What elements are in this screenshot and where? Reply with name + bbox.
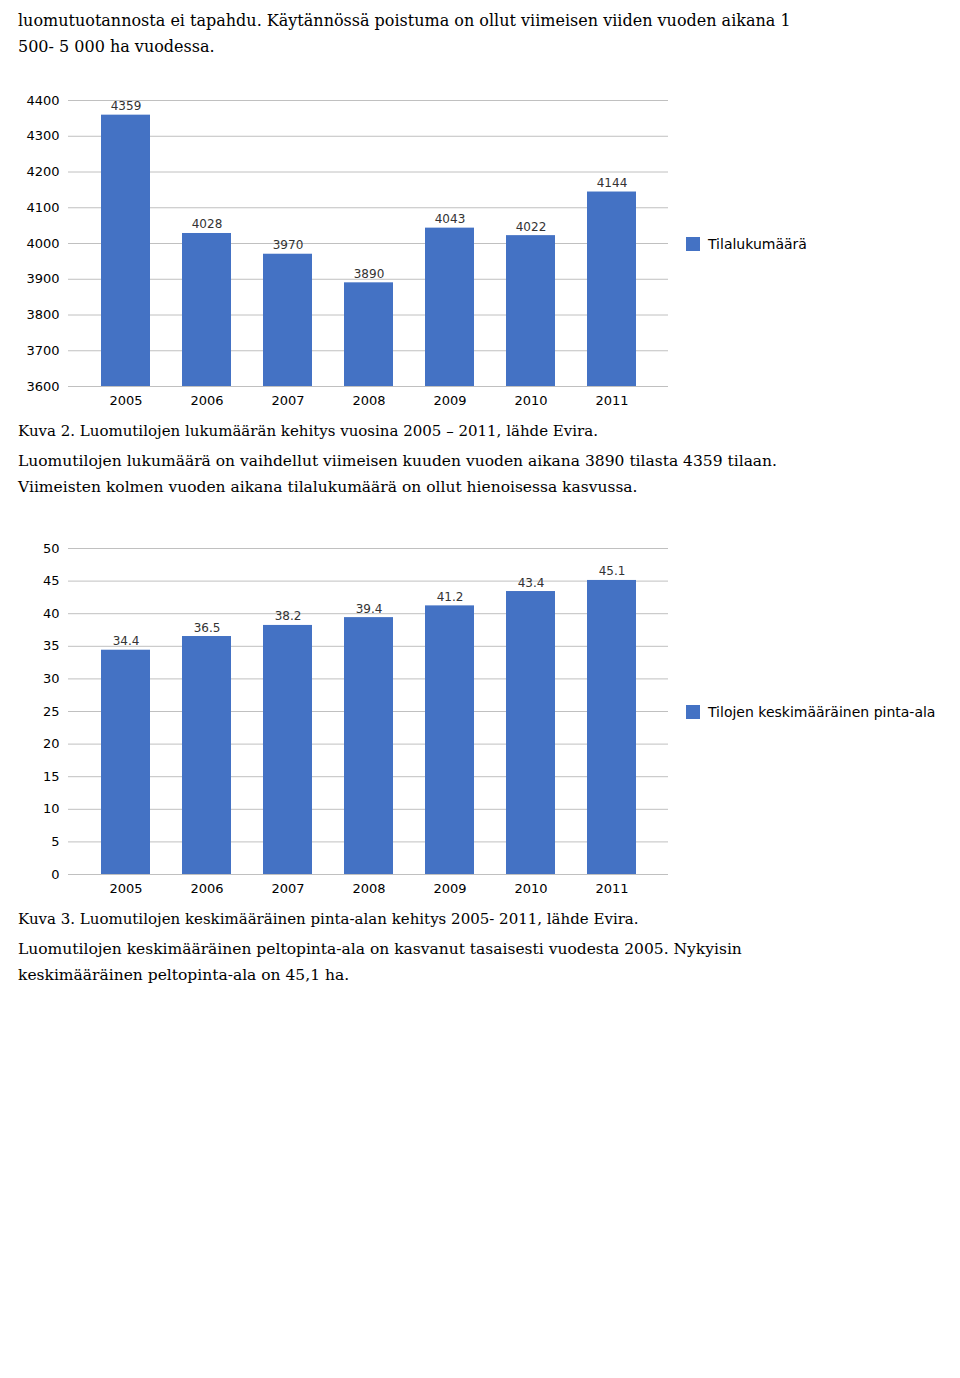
svg-text:41.2: 41.2 — [437, 590, 464, 604]
svg-text:0: 0 — [51, 867, 59, 882]
svg-text:45.1: 45.1 — [599, 564, 626, 578]
svg-text:50: 50 — [43, 541, 60, 556]
html-text:Luomutilojen keskimääräinen pe: Luomutilojen keskimääräinen peltopinta-a… — [18, 940, 742, 958]
svg-text:20: 20 — [43, 736, 60, 751]
svg-text:43.4: 43.4 — [518, 576, 545, 590]
svg-text:4100: 4100 — [26, 200, 59, 215]
svg-text:2010: 2010 — [514, 393, 547, 408]
html-text:Viimeisten kolmen vuoden aikan: Viimeisten kolmen vuoden aikana tilaluku… — [18, 478, 638, 496]
svg-text:40: 40 — [43, 606, 60, 621]
svg-text:2006: 2006 — [190, 393, 223, 408]
html-text:Luomutilojen lukumäärä on vaih: Luomutilojen lukumäärä on vaihdellut vii… — [18, 452, 777, 470]
svg-text:2008: 2008 — [352, 393, 385, 408]
svg-text:2005: 2005 — [109, 881, 142, 896]
svg-text:4043: 4043 — [435, 212, 466, 226]
svg-text:3890: 3890 — [354, 267, 385, 281]
svg-text:2005: 2005 — [109, 393, 142, 408]
svg-text:2009: 2009 — [433, 393, 466, 408]
html-text:keskimääräinen peltopinta-ala: keskimääräinen peltopinta-ala on 45,1 ha… — [18, 966, 350, 984]
html-text:Tilalukumäärä: Tilalukumäärä — [708, 236, 807, 252]
svg-text:36.5: 36.5 — [194, 621, 221, 635]
svg-text:4359: 4359 — [111, 99, 142, 113]
html-text:Kuva 3. Luomutilojen keskimäär: Kuva 3. Luomutilojen keskimääräinen pint… — [18, 910, 639, 928]
svg-text:2011: 2011 — [595, 393, 628, 408]
svg-text:39.4: 39.4 — [356, 602, 383, 616]
html-text:Tilojen keskimääräinen pinta-a: Tilojen keskimääräinen pinta-ala — [708, 704, 936, 720]
svg-text:2008: 2008 — [352, 881, 385, 896]
svg-text:4144: 4144 — [597, 176, 628, 190]
svg-text:4022: 4022 — [516, 220, 547, 234]
svg-text:3600: 3600 — [26, 379, 59, 394]
svg-text:2009: 2009 — [433, 881, 466, 896]
svg-text:38.2: 38.2 — [275, 609, 302, 623]
svg-text:3800: 3800 — [26, 307, 59, 322]
svg-text:2007: 2007 — [271, 881, 304, 896]
svg-text:4400: 4400 — [26, 93, 59, 108]
html-text:500- 5 000 ha vuodessa.: 500- 5 000 ha vuodessa. — [18, 37, 215, 56]
html-text:luomutuotannosta ei tapahdu. K: luomutuotannosta ei tapahdu. Käytännössä… — [18, 11, 791, 30]
html-text:Kuva 2. Luomutilojen lukumäärä: Kuva 2. Luomutilojen lukumäärän kehitys … — [18, 422, 598, 440]
svg-text:3900: 3900 — [26, 271, 59, 286]
svg-text:35: 35 — [43, 638, 60, 653]
svg-text:15: 15 — [43, 769, 60, 784]
svg-text:34.4: 34.4 — [113, 634, 140, 648]
svg-text:45: 45 — [43, 573, 60, 588]
svg-text:3700: 3700 — [26, 343, 59, 358]
svg-text:2010: 2010 — [514, 881, 547, 896]
svg-text:3970: 3970 — [273, 238, 304, 252]
svg-text:4028: 4028 — [192, 217, 223, 231]
svg-text:2007: 2007 — [271, 393, 304, 408]
svg-text:30: 30 — [43, 671, 60, 686]
svg-text:2011: 2011 — [595, 881, 628, 896]
svg-text:4300: 4300 — [26, 128, 59, 143]
svg-text:2006: 2006 — [190, 881, 223, 896]
svg-text:25: 25 — [43, 704, 60, 719]
svg-text:4200: 4200 — [26, 164, 59, 179]
svg-text:5: 5 — [51, 834, 59, 849]
svg-text:10: 10 — [43, 801, 60, 816]
svg-text:4000: 4000 — [26, 236, 59, 251]
